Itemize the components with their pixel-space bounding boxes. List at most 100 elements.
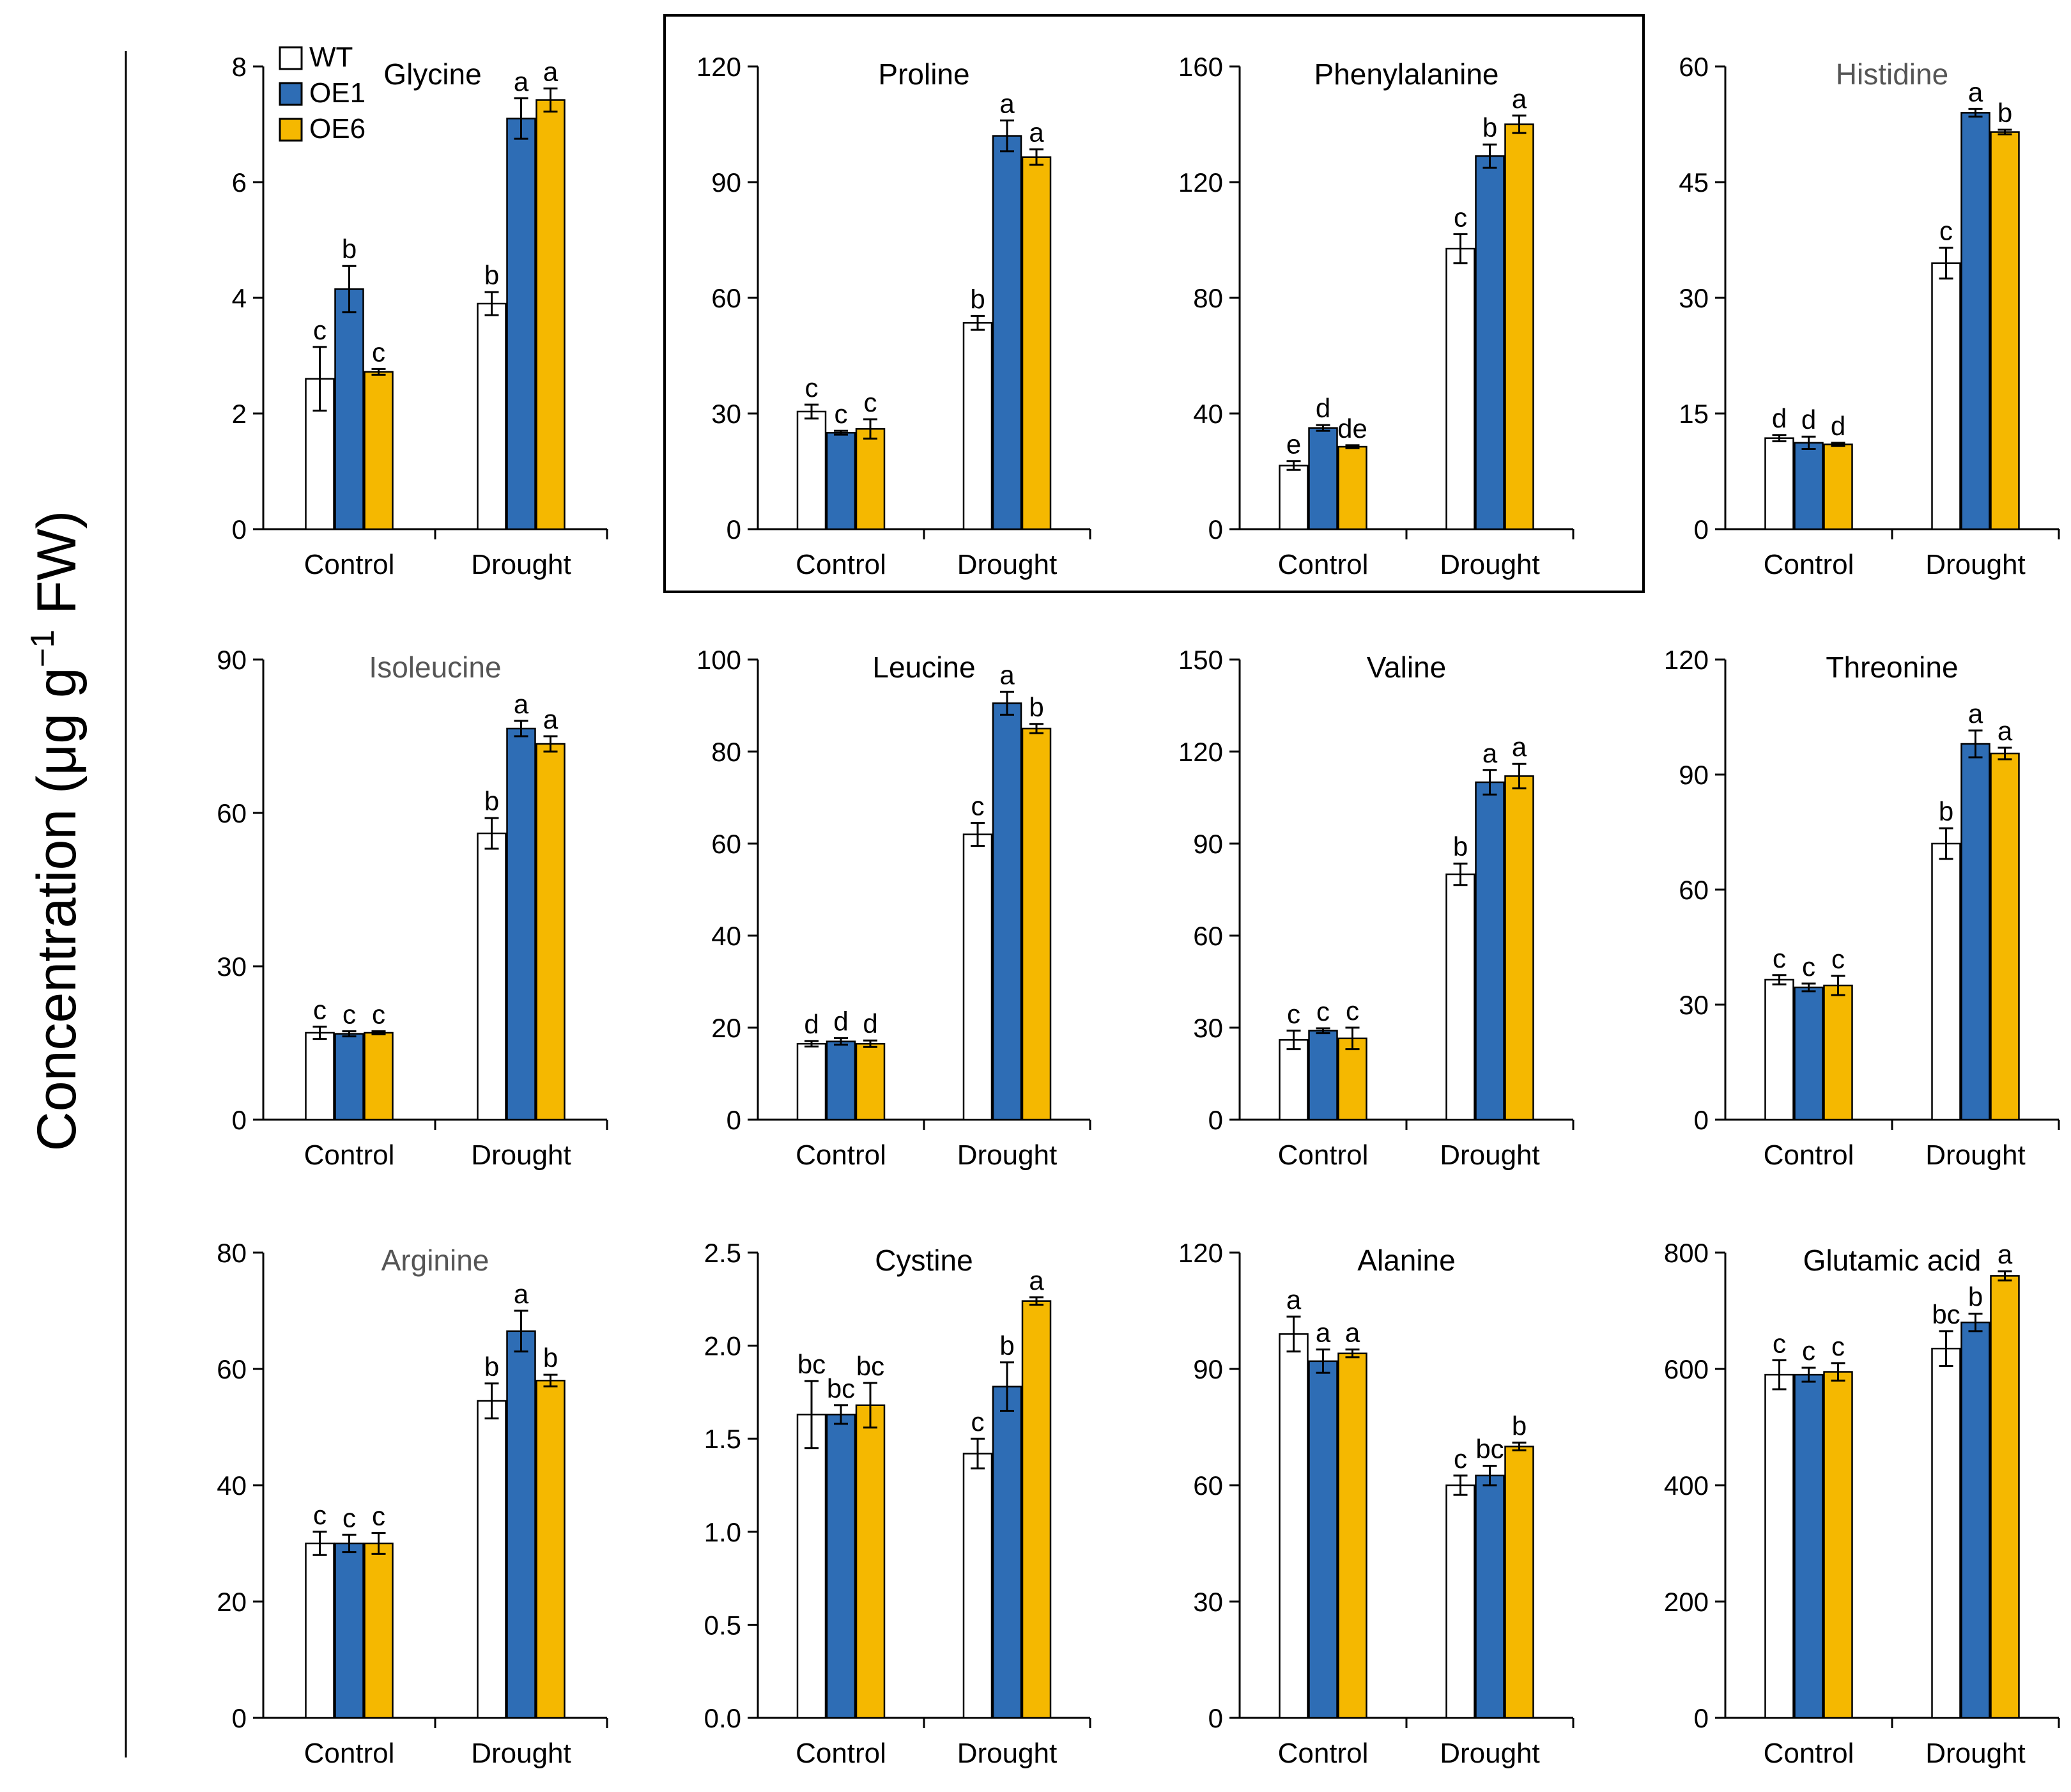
x-tick-label-cystine-control: Control	[796, 1738, 886, 1769]
y-tick-label-leucine: 80	[711, 737, 741, 767]
y-tick-label-alanine: 120	[1178, 1238, 1223, 1268]
sig-letter-cystine: bc	[856, 1351, 884, 1381]
bar-leucine-control-wt	[796, 1042, 827, 1121]
bar-glycine-control-oe1	[334, 288, 364, 530]
sig-letter-proline: c	[864, 387, 877, 417]
y-tick-label-glutamic-acid: 0	[1694, 1703, 1709, 1733]
y-tick-label-isoleucine: 90	[217, 645, 247, 675]
y-tick-label-valine: 120	[1178, 737, 1223, 767]
sig-letter-glycine: b	[342, 234, 357, 264]
sig-letter-isoleucine: a	[543, 704, 558, 734]
sig-letter-proline: c	[805, 373, 819, 403]
chart-title-proline: Proline	[878, 58, 969, 91]
bar-glutamic-acid-control-oe6	[1823, 1371, 1853, 1719]
bar-leucine-drought-wt	[962, 833, 993, 1121]
sig-letter-alanine: a	[1286, 1285, 1302, 1315]
bar-isoleucine-drought-wt	[477, 832, 507, 1121]
sig-letter-phenylalanine: a	[1512, 84, 1527, 114]
bar-threonine-drought-wt	[1931, 842, 1961, 1121]
bar-glycine-drought-oe6	[535, 99, 566, 530]
sig-letter-phenylalanine: d	[1316, 393, 1330, 423]
y-tick-label-histidine: 15	[1679, 399, 1709, 429]
bar-threonine-control-oe6	[1823, 984, 1853, 1121]
bar-proline-control-oe1	[826, 431, 856, 530]
bar-proline-drought-oe1	[992, 135, 1022, 530]
bar-phenylalanine-drought-wt	[1445, 247, 1475, 530]
sig-letter-glutamic-acid: bc	[1932, 1299, 1960, 1329]
sig-letter-cystine: c	[971, 1407, 985, 1437]
sig-letter-alanine: c	[1454, 1444, 1467, 1474]
x-tick-label-leucine-drought: Drought	[957, 1139, 1058, 1171]
bar-phenylalanine-control-oe1	[1308, 427, 1338, 530]
y-tick-label-arginine: 80	[217, 1238, 247, 1268]
highlight-frame	[663, 14, 1645, 593]
bar-alanine-control-oe1	[1308, 1360, 1338, 1719]
y-tick-label-threonine: 0	[1694, 1105, 1709, 1135]
bar-leucine-control-oe1	[826, 1040, 856, 1121]
sig-letter-arginine: c	[313, 1500, 327, 1530]
sig-letter-leucine: b	[1029, 692, 1043, 722]
x-tick-label-phenylalanine-control: Control	[1278, 549, 1369, 580]
y-tick-label-valine: 30	[1193, 1013, 1223, 1043]
x-tick-label-cystine-drought: Drought	[957, 1738, 1058, 1769]
y-tick-label-glycine: 4	[232, 283, 247, 313]
sig-letter-phenylalanine: c	[1454, 202, 1467, 232]
y-tick-label-alanine: 30	[1193, 1587, 1223, 1617]
sig-letter-arginine: b	[484, 1352, 499, 1382]
bar-cystine-control-oe1	[826, 1414, 856, 1719]
sig-letter-valine: a	[1512, 732, 1527, 762]
sig-letter-isoleucine: c	[372, 1000, 385, 1030]
sig-letter-threonine: c	[1773, 943, 1786, 973]
y-tick-label-leucine: 0	[727, 1105, 741, 1135]
legend-swatch-wt	[279, 46, 303, 70]
sig-letter-isoleucine: b	[484, 786, 499, 816]
x-tick-label-glycine-control: Control	[304, 549, 395, 580]
y-tick-label-threonine: 90	[1679, 760, 1709, 790]
y-tick-label-proline: 0	[727, 514, 741, 545]
bar-leucine-control-oe6	[855, 1042, 886, 1121]
y-tick-label-leucine: 100	[697, 645, 741, 675]
sig-letter-histidine: d	[1831, 411, 1845, 441]
bar-isoleucine-drought-oe6	[535, 743, 566, 1121]
legend-label-oe6: OE6	[309, 113, 366, 144]
y-tick-label-isoleucine: 30	[217, 952, 247, 982]
chart-title-phenylalanine: Phenylalanine	[1314, 58, 1498, 91]
legend-swatch-oe6	[279, 118, 303, 142]
bar-valine-drought-oe1	[1475, 781, 1505, 1121]
sig-letter-valine: a	[1482, 738, 1498, 768]
bar-proline-drought-wt	[962, 321, 993, 530]
sig-letter-threonine: c	[1802, 952, 1815, 982]
y-tick-label-histidine: 30	[1679, 283, 1709, 313]
bar-valine-control-wt	[1279, 1039, 1309, 1121]
x-tick-label-alanine-control: Control	[1278, 1738, 1369, 1769]
x-tick-label-alanine-drought: Drought	[1440, 1738, 1540, 1769]
y-tick-label-arginine: 60	[217, 1354, 247, 1384]
sig-letter-cystine: b	[999, 1331, 1014, 1361]
sig-letter-valine: c	[1316, 996, 1330, 1026]
bar-cystine-control-oe6	[855, 1404, 886, 1719]
x-tick-label-threonine-control: Control	[1764, 1139, 1854, 1171]
bar-leucine-drought-oe6	[1021, 727, 1052, 1121]
y-tick-label-cystine: 1.0	[704, 1517, 741, 1547]
y-tick-label-valine: 150	[1178, 645, 1223, 675]
y-tick-label-glycine: 0	[232, 514, 247, 545]
y-label-main: Concentration (μg g	[26, 667, 88, 1151]
y-tick-label-glycine: 2	[232, 399, 247, 429]
x-tick-label-threonine-drought: Drought	[1925, 1139, 2026, 1171]
sig-letter-glutamic-acid: c	[1773, 1328, 1786, 1358]
y-tick-label-alanine: 60	[1193, 1471, 1223, 1501]
bar-valine-control-oe6	[1337, 1037, 1367, 1121]
global-y-axis-label: Concentration (μg g−1 FW)	[24, 511, 88, 1152]
bar-leucine-drought-oe1	[992, 702, 1022, 1121]
y-tick-label-histidine: 45	[1679, 167, 1709, 197]
bar-phenylalanine-drought-oe1	[1475, 155, 1505, 530]
bar-glutamic-acid-drought-wt	[1931, 1347, 1961, 1719]
bar-glutamic-acid-drought-oe1	[1960, 1321, 1990, 1719]
y-tick-label-histidine: 0	[1694, 514, 1709, 545]
bar-glycine-control-oe6	[364, 371, 394, 530]
